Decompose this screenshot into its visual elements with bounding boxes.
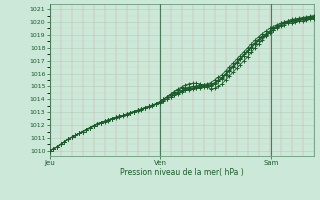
X-axis label: Pression niveau de la mer( hPa ): Pression niveau de la mer( hPa ) bbox=[120, 168, 244, 177]
